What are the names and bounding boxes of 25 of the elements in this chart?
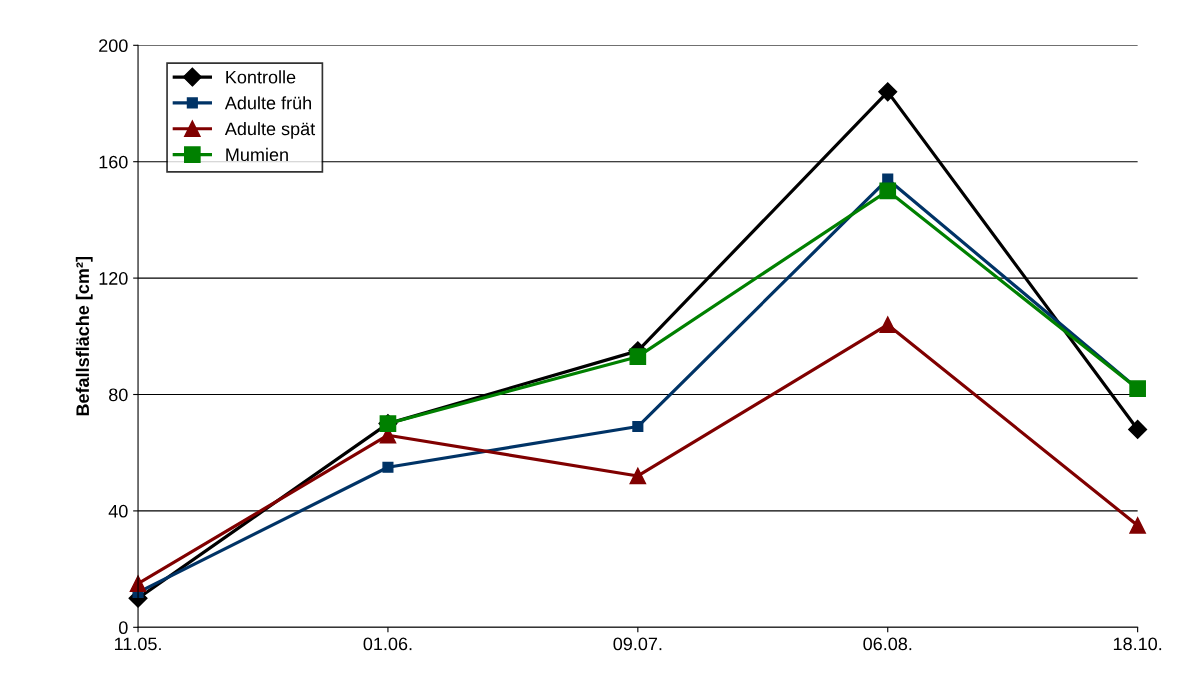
legend-label: Mumien [226, 147, 288, 162]
legend-label: Kontrolle [226, 70, 296, 84]
y-tick-label: 40 [108, 504, 128, 518]
point [629, 348, 647, 366]
point [878, 82, 898, 102]
x-tick-label: 09.07. [613, 637, 662, 651]
x-tick-label: 06.08. [863, 637, 912, 651]
y-tick-label: 80 [109, 388, 128, 402]
point [1129, 517, 1146, 534]
legend-label: Adulte spät [224, 122, 316, 139]
x-tick-label: 18.10. [1113, 637, 1162, 651]
y-tick-label: 160 [99, 155, 128, 169]
x-tick-label: 01.06. [363, 637, 412, 651]
y-tick-label: 200 [99, 39, 128, 53]
point [382, 461, 394, 473]
x-tick-label: 11.05. [114, 637, 161, 651]
y-axis-title: Befallsfläche [cm²] [75, 257, 93, 416]
point [879, 182, 897, 200]
y-tick-label: 120 [99, 272, 128, 285]
point [1128, 419, 1148, 439]
point [632, 420, 644, 433]
point [879, 316, 897, 333]
y-tick-label: 0 [118, 621, 128, 635]
legend-label: Adulte früh [224, 96, 311, 110]
point [629, 467, 647, 485]
